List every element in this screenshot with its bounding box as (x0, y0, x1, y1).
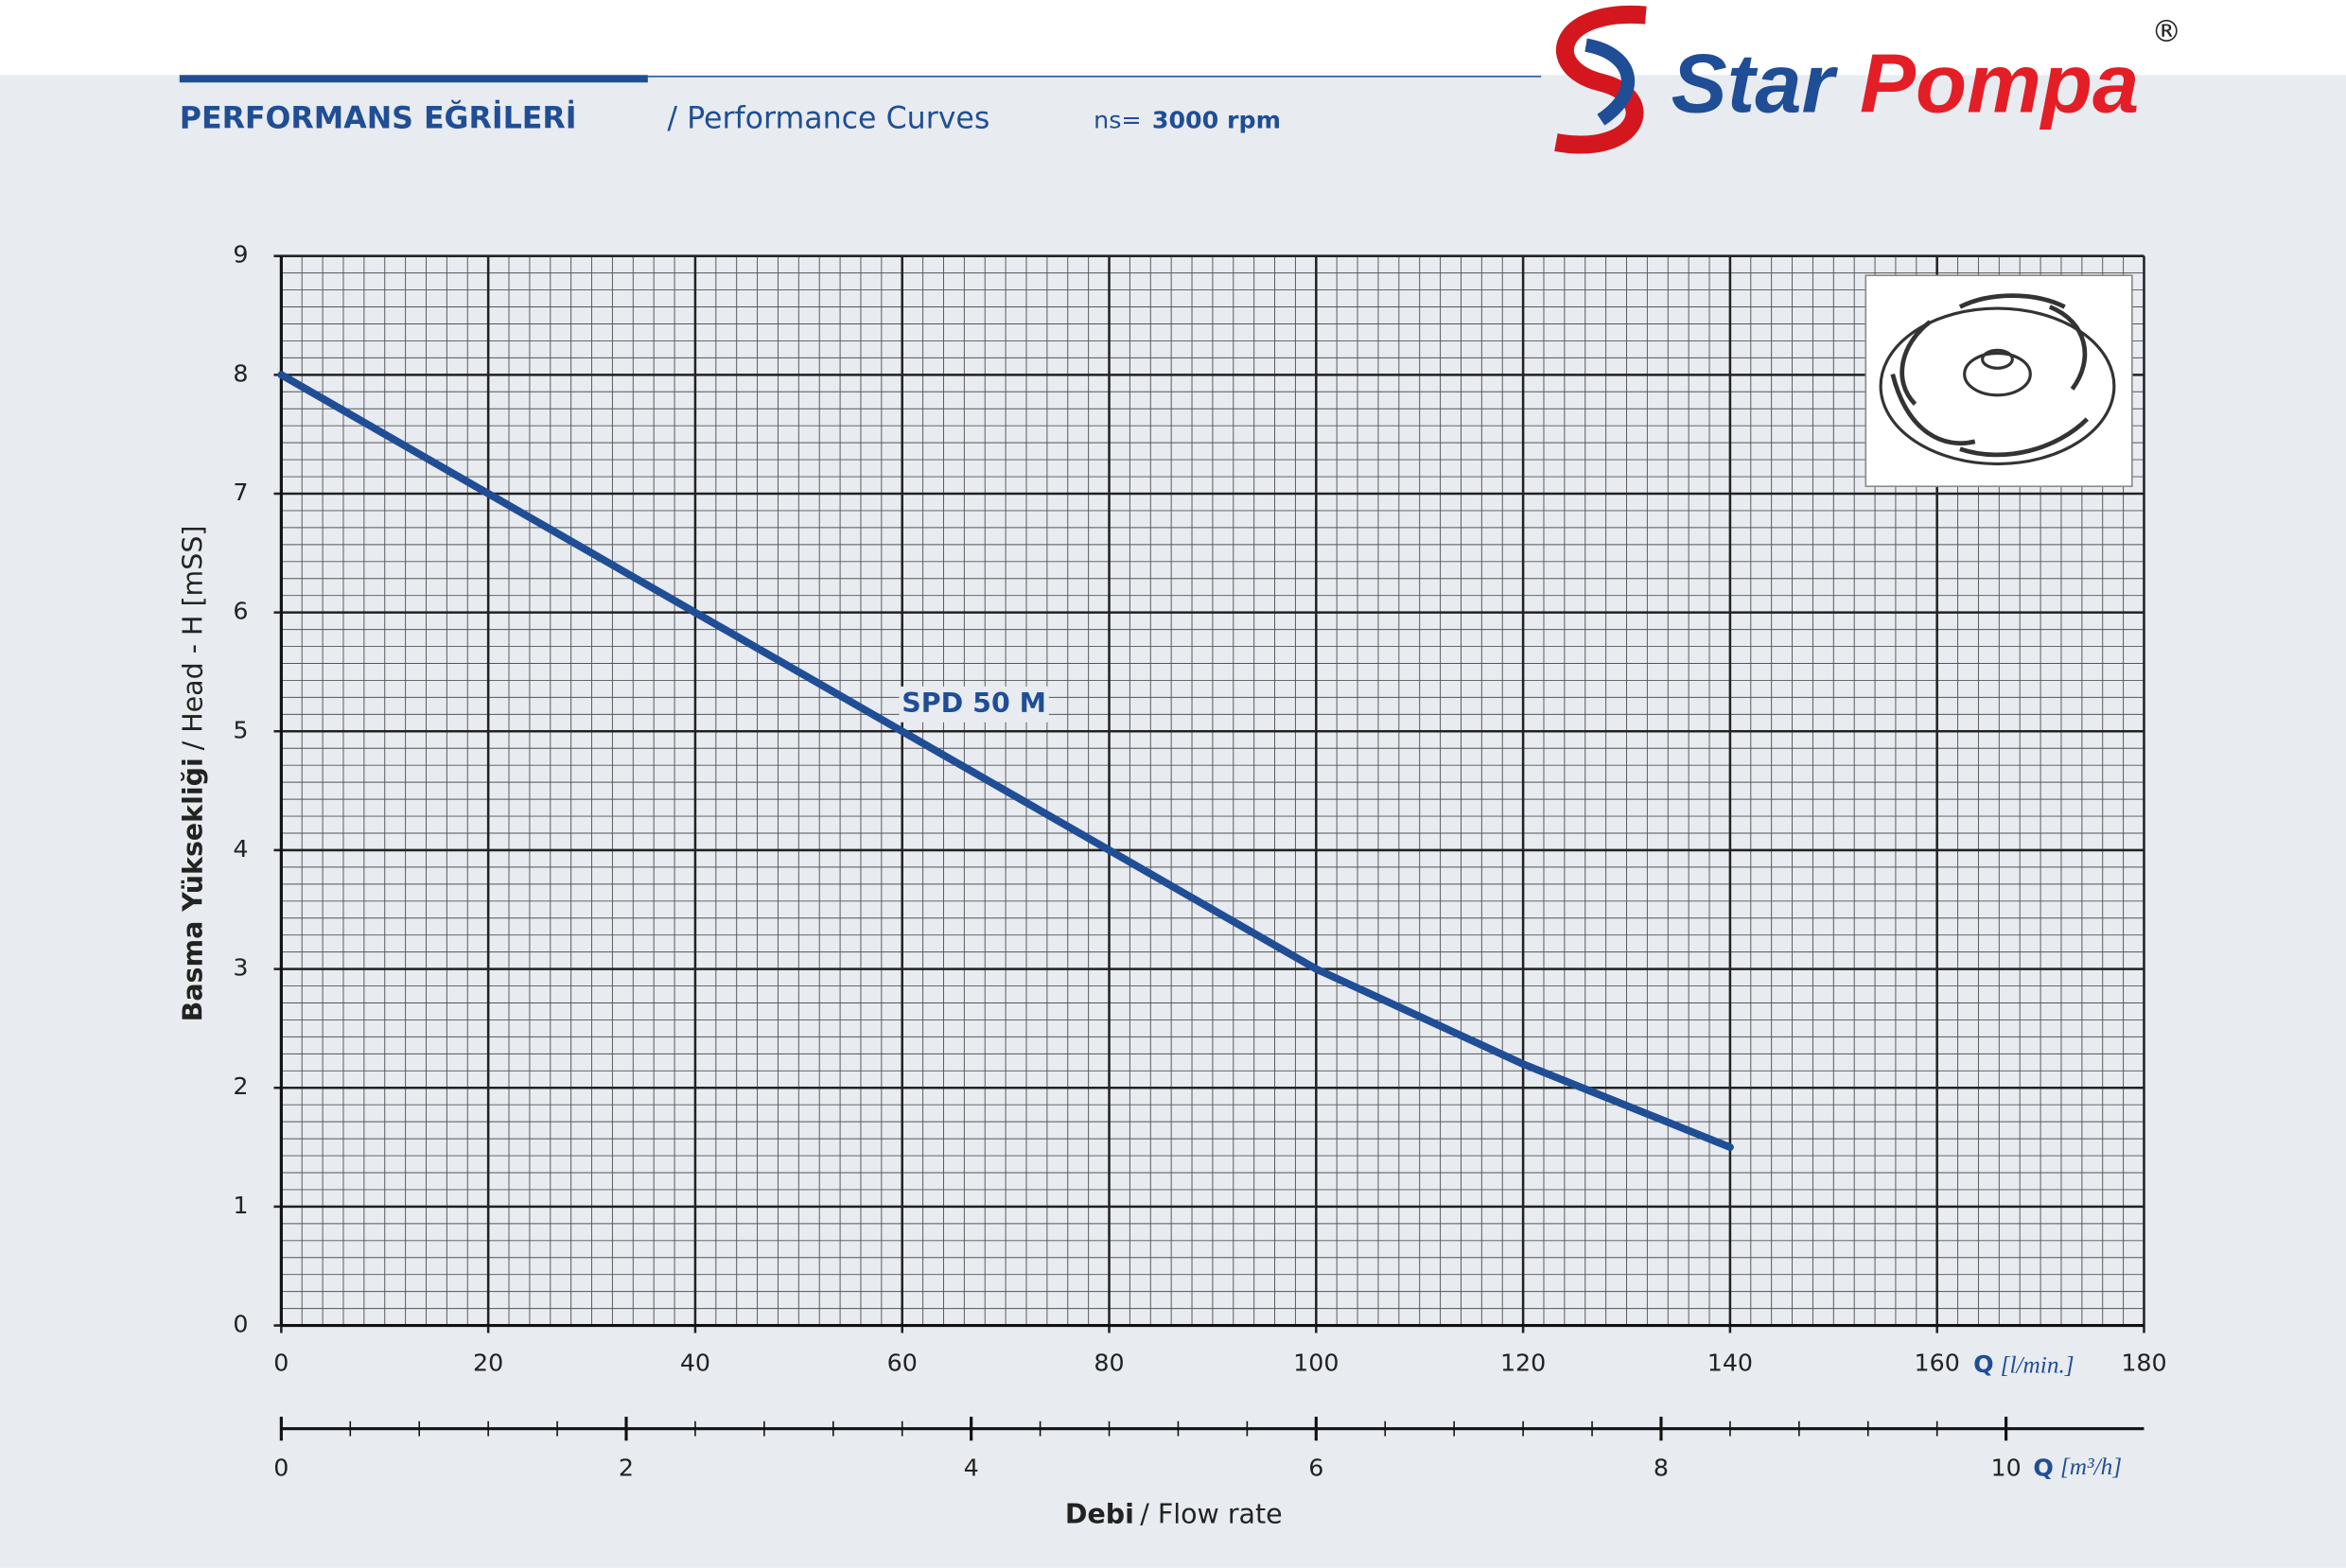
x2-unit: [m³/h] (2060, 1454, 2122, 1480)
x2-tick-label: 2 (619, 1454, 634, 1481)
y-tick-label: 2 (233, 1072, 248, 1100)
series-label: SPD 50 M (902, 688, 1046, 719)
x2-tick-label: 10 (1991, 1454, 2022, 1481)
x-tick-label: 80 (1094, 1350, 1124, 1377)
x-tick-label: 60 (887, 1350, 918, 1377)
y-tick-label: 8 (233, 359, 248, 387)
x-label: / Flow rate (1140, 1498, 1282, 1529)
impeller-hub (1981, 348, 2014, 370)
title: PERFORMANS EĞRİLERİ (180, 99, 577, 136)
impeller-frame (1865, 274, 2133, 488)
y-tick-label: 3 (233, 954, 248, 982)
y-tick-label: 6 (233, 598, 248, 625)
x-tick-label: 40 (680, 1350, 710, 1377)
x2-tick-label: 0 (273, 1454, 289, 1481)
y-tick-label: 4 (233, 835, 248, 862)
x-unit: [l/min.] (2001, 1352, 2075, 1379)
impeller-disc (1879, 306, 2116, 466)
x-tick-label: 160 (1915, 1350, 1960, 1377)
brand-mark: ® (2151, 15, 2181, 49)
x2-unit-symbol: Q (2033, 1454, 2054, 1481)
y-tick-label: 9 (233, 241, 248, 269)
impeller (1865, 274, 2133, 488)
plot: 0 20 40 60 80 100 120 140 160 180 0 1 2 3 4 5 6 7 8 9 0 2 4 6 8 1… (178, 241, 2167, 1530)
logo-swoosh (1554, 5, 1647, 154)
series-label-bg (899, 686, 1049, 723)
subtitle: / Performance Curves (667, 102, 989, 136)
brand-first: Star (1672, 37, 1839, 131)
x-tick-label: 180 (2121, 1350, 2166, 1377)
x-tick-label: 0 (273, 1350, 289, 1377)
speed-label: ns= (1094, 106, 1141, 133)
impeller-hub (1963, 351, 2032, 397)
y-tick-label: 1 (233, 1192, 248, 1219)
x-label-bold: Debi (1065, 1498, 1134, 1529)
x-tick-label: 120 (1500, 1350, 1546, 1377)
speed: 3000 rpm (1152, 106, 1281, 133)
x2-tick-label: 4 (964, 1454, 979, 1481)
x2-tick-label: 8 (1654, 1454, 1669, 1481)
series-line (277, 371, 1734, 1152)
y-tick-label: 7 (233, 479, 248, 506)
x-unit-symbol: Q (1973, 1350, 1994, 1378)
y-label: Basma Yüksekliği / Head - H [mSS] (178, 525, 209, 1021)
y-label-bold: Basma Yüksekliği (178, 758, 209, 1021)
x-tick-label: 100 (1293, 1350, 1339, 1377)
y-label-rest: / Head - H [mSS] (178, 525, 209, 750)
y-tick-label: 5 (233, 716, 248, 743)
x2-tick-label: 6 (1308, 1454, 1323, 1481)
y-tick-label: 0 (233, 1311, 248, 1338)
brand-second: Pompa (1860, 37, 2139, 131)
impeller-blades (1890, 293, 2090, 458)
logo-swoosh (1584, 38, 1635, 126)
header-bar (179, 75, 648, 83)
x-tick-label: 20 (473, 1350, 503, 1377)
x-tick-label: 140 (1707, 1350, 1753, 1377)
